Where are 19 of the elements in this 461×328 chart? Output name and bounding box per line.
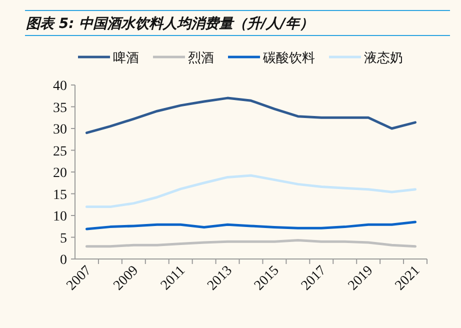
legend-label: 液态奶 [364,51,403,66]
x-tick-label: 2011 [158,263,188,294]
legend-label: 烈酒 [188,51,214,66]
line-series [85,96,417,134]
y-tick-label: 25 [53,144,67,160]
legend-label: 啤酒 [113,51,139,66]
y-tick-label: 35 [53,100,67,116]
line-series [85,239,417,248]
y-tick-label: 40 [53,79,67,94]
y-tick-label: 30 [53,122,67,138]
y-tick-label: 20 [53,166,67,181]
y-tick-label: 10 [53,210,67,224]
legend-label: 碳酸饮料 [262,51,315,66]
y-tick-label: 0 [60,253,67,268]
line-series [85,220,417,230]
y-tick-label: 15 [53,188,67,203]
line-series [85,174,417,208]
y-tick-label: 5 [60,231,67,246]
chart-title: 图表 5: 中国酒水饮料人均消费量（升/人/年） [26,15,314,32]
